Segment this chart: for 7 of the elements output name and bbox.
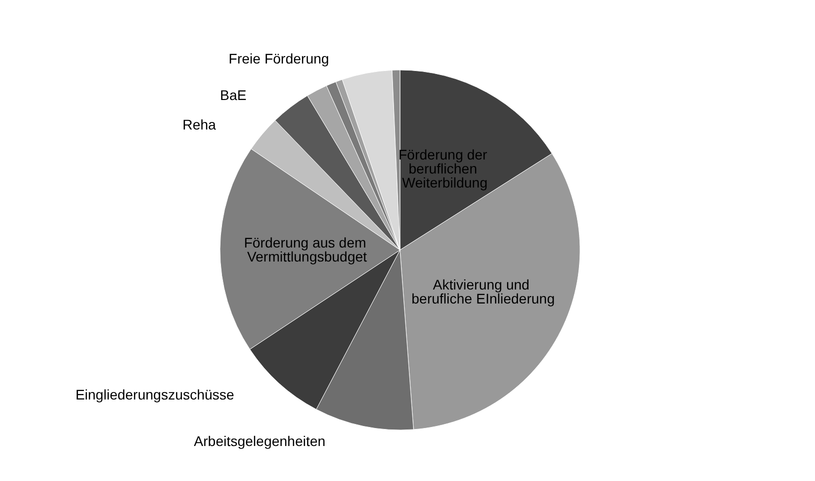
slice-label: Aktivierung und berufliche EInliederung [412,276,555,307]
slice-label: Eingliederungszuschüsse [75,386,234,403]
slice-label: Freie Förderung [228,50,330,66]
slice-label: Arbeitsgelegenheiten [194,432,326,449]
slice-label: Förderung aus dem Vermittlungsbudget [244,234,370,264]
slice-label: BaE [220,87,246,104]
slice-label: Reha [182,116,216,132]
